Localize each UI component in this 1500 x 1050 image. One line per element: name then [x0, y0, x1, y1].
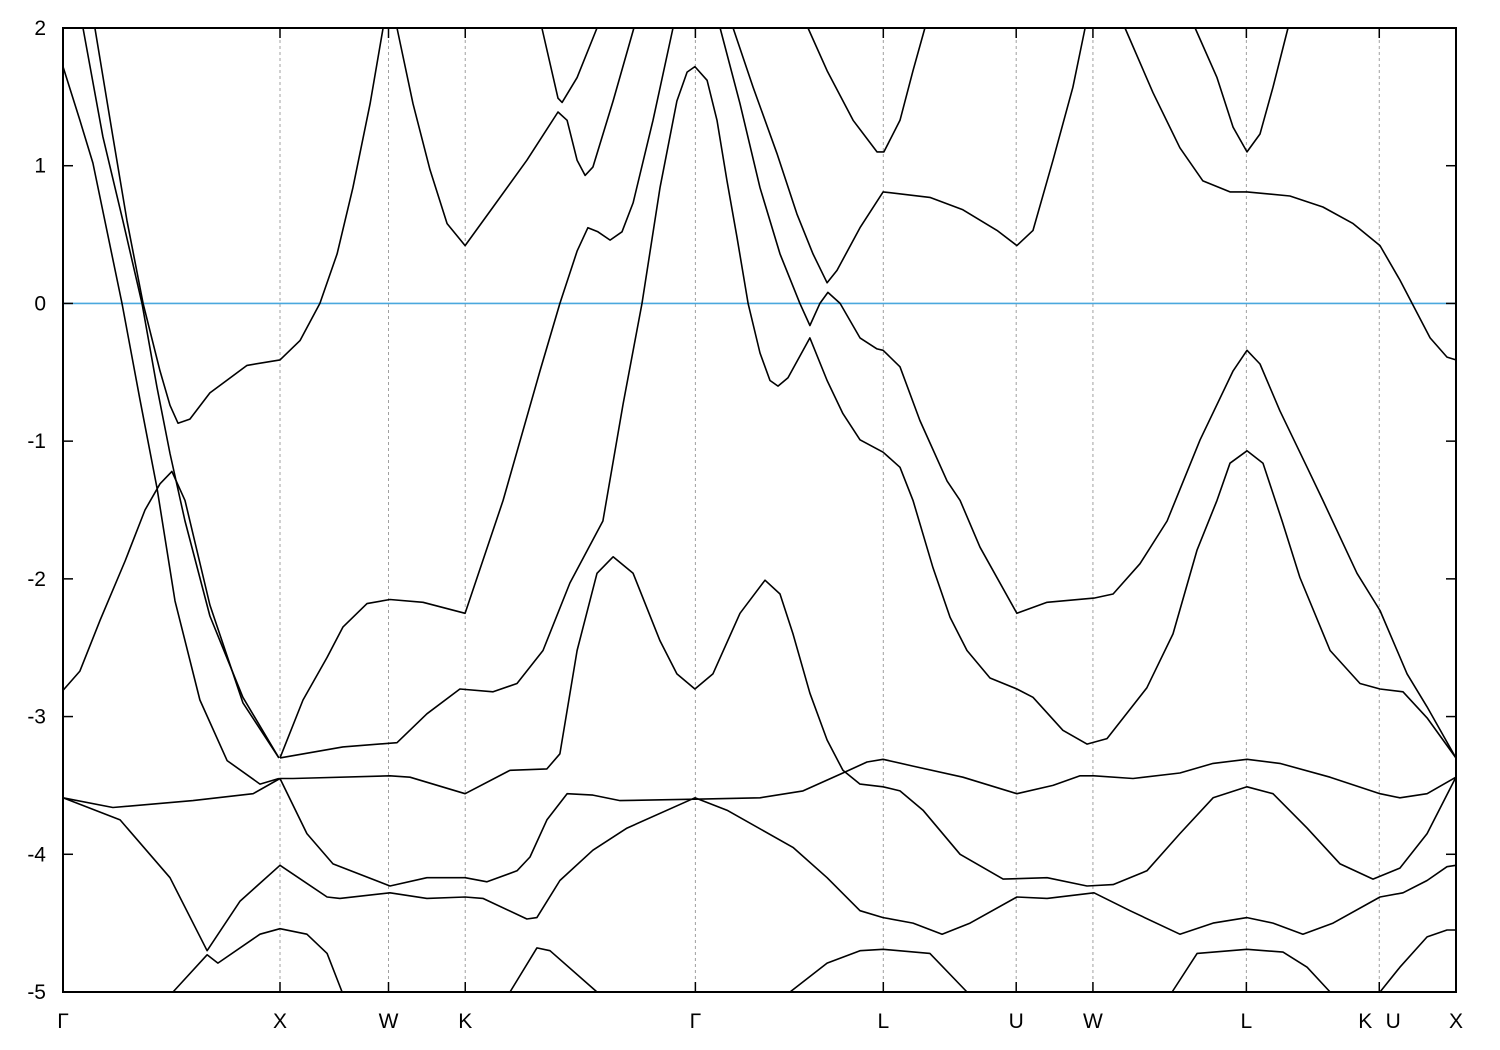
plot-frame — [62, 27, 1457, 993]
x-tick-label-U: U — [1009, 1010, 1024, 1033]
y-tick-labels: 2 1 0 -1 -2 -3 -4 -5 — [27, 17, 46, 1004]
band-9 — [509, 947, 598, 993]
y-tick-label: 0 — [34, 292, 46, 315]
band-3 — [82, 27, 280, 759]
x-tick-label-L: L — [877, 1010, 889, 1033]
band-18 — [732, 27, 1086, 284]
x-tick-label-K: K — [458, 1010, 472, 1033]
axis-ticks — [62, 27, 1457, 993]
symmetry-point-lines — [279, 28, 1380, 992]
x-tick-label-X: X — [1449, 1010, 1463, 1033]
band-11 — [1171, 948, 1331, 993]
x-tick-label-K: K — [1358, 1010, 1372, 1033]
y-tick-label: -5 — [27, 981, 46, 1004]
band-6 — [62, 556, 1457, 887]
x-tick-label-W: W — [1083, 1010, 1103, 1033]
x-tick-label-Γ: Γ — [690, 1010, 702, 1033]
band-12 — [1379, 929, 1456, 993]
x-tick-label-X: X — [273, 1010, 287, 1033]
band-16 — [541, 27, 598, 104]
y-tick-label: 2 — [34, 17, 46, 40]
y-tick-label: -3 — [27, 706, 46, 729]
y-tick-label: -2 — [27, 568, 46, 591]
band-8 — [172, 927, 343, 993]
x-tick-label-W: W — [379, 1010, 399, 1033]
y-tick-label: -1 — [27, 430, 46, 453]
band-5 — [62, 797, 1457, 952]
band-14 — [279, 65, 1457, 759]
x-tick-label-Γ: Γ — [57, 1010, 69, 1033]
band-20 — [807, 27, 926, 153]
band-17 — [719, 27, 1457, 759]
bands — [62, 27, 1457, 993]
y-tick-label: 1 — [34, 155, 46, 178]
y-tick-label: -4 — [27, 843, 46, 866]
band-10 — [789, 948, 968, 993]
band-21 — [1194, 27, 1289, 153]
band-2 — [62, 470, 280, 759]
x-tick-label-U: U — [1386, 1010, 1401, 1033]
band-1 — [62, 66, 280, 785]
band-19 — [1124, 27, 1457, 361]
band-13 — [279, 27, 674, 759]
band-15 — [396, 27, 635, 247]
x-tick-label-L: L — [1241, 1010, 1253, 1033]
band-4 — [94, 27, 384, 424]
band-7 — [279, 758, 1457, 887]
